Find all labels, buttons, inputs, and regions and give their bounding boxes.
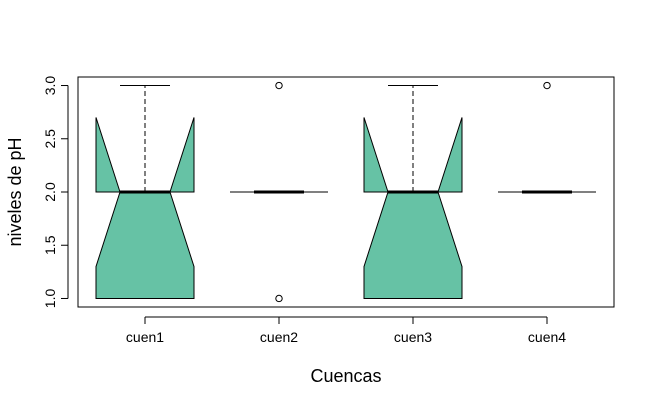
y-tick-label: 1.5 — [42, 235, 58, 255]
x-axis-title: Cuencas — [310, 366, 381, 386]
y-axis: 1.0 1.5 2.0 2.5 3.0 — [42, 76, 69, 309]
outlier-point — [543, 81, 551, 90]
outlier-point — [275, 294, 283, 303]
x-tick-label: cuen4 — [528, 329, 566, 345]
x-tick-label: cuen2 — [260, 329, 298, 345]
x-tick-label: cuen3 — [394, 329, 432, 345]
y-tick-label: 2.0 — [42, 182, 58, 202]
box-cuen1 — [95, 85, 195, 299]
box-cuen2 — [230, 81, 328, 303]
notched-box — [363, 117, 463, 299]
notched-box — [95, 117, 195, 299]
y-tick-label: 3.0 — [42, 76, 58, 96]
y-tick-label: 2.5 — [42, 129, 58, 149]
y-axis-title: niveles de pH — [5, 137, 25, 246]
box-cuen3 — [363, 85, 463, 299]
x-axis: cuen1 cuen2 cuen3 cuen4 — [126, 316, 566, 345]
y-tick-label: 1.0 — [42, 289, 58, 309]
x-tick-label: cuen1 — [126, 329, 164, 345]
outlier-point — [275, 81, 283, 90]
box-cuen4 — [498, 81, 596, 194]
boxes-layer — [95, 81, 596, 303]
plot-frame — [77, 76, 615, 308]
